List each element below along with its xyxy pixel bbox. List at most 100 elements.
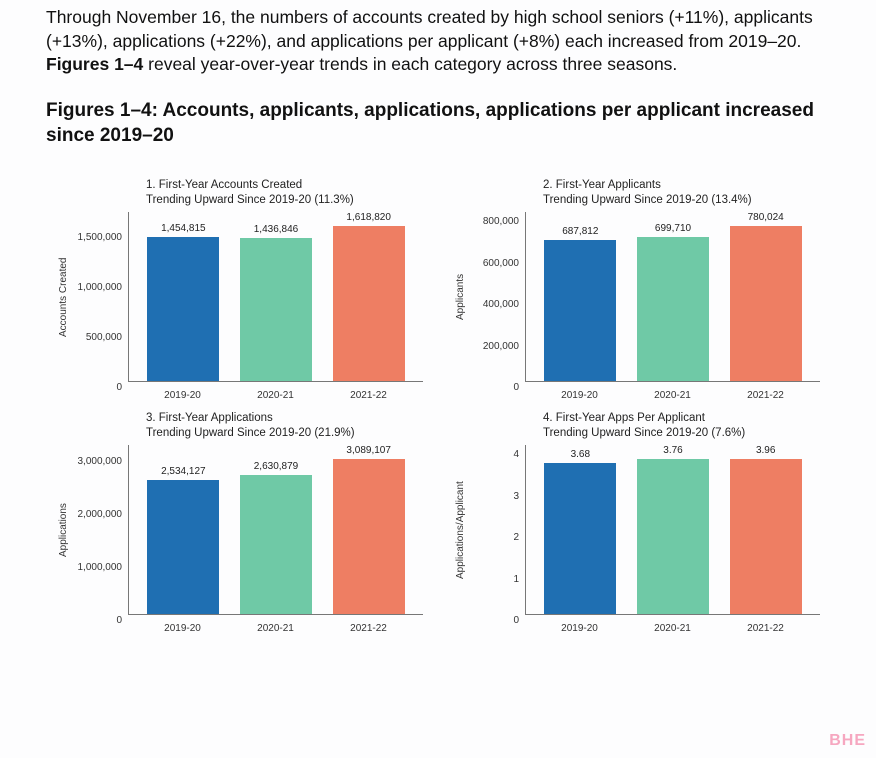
chart-title-line2: Trending Upward Since 2019-20 (13.4%) — [543, 193, 820, 207]
x-axis: 2019-202020-212021-22 — [128, 382, 423, 401]
bar-group: 3.96 — [719, 445, 812, 614]
bar-value-label: 3.76 — [663, 445, 682, 456]
x-tick: 2020-21 — [626, 390, 719, 401]
bar — [544, 240, 616, 382]
bar-value-label: 1,436,846 — [254, 224, 299, 235]
y-axis: 1,500,0001,000,000500,0000 — [70, 212, 128, 382]
chart-title: 2. First-Year ApplicantsTrending Upward … — [543, 178, 820, 208]
bar — [333, 226, 405, 381]
bar — [637, 459, 709, 614]
y-axis-label: Accounts Created — [56, 212, 70, 382]
bar — [730, 226, 802, 381]
bar-value-label: 3.68 — [571, 449, 590, 460]
y-tick: 2,000,000 — [78, 509, 123, 521]
bar-value-label: 780,024 — [748, 212, 784, 223]
bar-value-label: 1,618,820 — [346, 212, 391, 223]
chart-title-line1: 2. First-Year Applicants — [543, 178, 820, 192]
bar-value-label: 3,089,107 — [346, 445, 391, 456]
x-tick: 2019-20 — [533, 623, 626, 634]
bar-group: 1,436,846 — [230, 212, 323, 381]
bar — [637, 237, 709, 381]
bar-group: 780,024 — [719, 212, 812, 381]
plot-area: 3.68 3.76 3.96 — [525, 445, 820, 615]
plot-area: 1,454,815 1,436,846 1,618,820 — [128, 212, 423, 382]
chart-title: 4. First-Year Apps Per ApplicantTrending… — [543, 411, 820, 441]
chart-title-line1: 4. First-Year Apps Per Applicant — [543, 411, 820, 425]
bar-group: 3.68 — [534, 445, 627, 614]
bar — [240, 475, 312, 614]
y-tick: 2 — [513, 532, 519, 544]
bar — [240, 238, 312, 381]
y-tick: 500,000 — [86, 332, 122, 344]
intro-paragraph: Through November 16, the numbers of acco… — [46, 6, 830, 77]
chart-title-line1: 1. First-Year Accounts Created — [146, 178, 423, 192]
bar-group: 699,710 — [627, 212, 720, 381]
y-tick: 200,000 — [483, 341, 519, 353]
intro-post: reveal year-over-year trends in each cat… — [143, 54, 677, 74]
x-tick: 2019-20 — [136, 623, 229, 634]
x-tick: 2020-21 — [229, 390, 322, 401]
x-axis: 2019-202020-212021-22 — [128, 615, 423, 634]
y-tick: 3 — [513, 491, 519, 503]
y-tick: 400,000 — [483, 299, 519, 311]
bar-value-label: 699,710 — [655, 223, 691, 234]
bar — [147, 237, 219, 382]
x-tick: 2021-22 — [322, 623, 415, 634]
bar — [333, 459, 405, 614]
bar-value-label: 687,812 — [562, 226, 598, 237]
plot-area: 2,534,127 2,630,879 3,089,107 — [128, 445, 423, 615]
x-tick: 2021-22 — [719, 623, 812, 634]
y-axis-label: Applicants — [453, 212, 467, 382]
y-tick: 1,000,000 — [78, 562, 123, 574]
y-tick: 800,000 — [483, 216, 519, 228]
y-tick: 4 — [513, 449, 519, 461]
x-tick: 2020-21 — [229, 623, 322, 634]
chart-title-line2: Trending Upward Since 2019-20 (21.9%) — [146, 426, 423, 440]
chart-3: 3. First-Year ApplicationsTrending Upwar… — [56, 411, 423, 634]
y-axis: 3,000,0002,000,0001,000,0000 — [70, 445, 128, 615]
chart-2: 2. First-Year ApplicantsTrending Upward … — [453, 178, 820, 401]
y-tick: 0 — [116, 615, 122, 627]
bar-value-label: 2,630,879 — [254, 461, 299, 472]
y-tick: 3,000,000 — [78, 456, 123, 468]
y-axis: 43210 — [467, 445, 525, 615]
bar-group: 2,630,879 — [230, 445, 323, 614]
chart-4: 4. First-Year Apps Per ApplicantTrending… — [453, 411, 820, 634]
bar-value-label: 1,454,815 — [161, 223, 206, 234]
intro-bold: Figures 1–4 — [46, 54, 143, 74]
bar-value-label: 2,534,127 — [161, 466, 206, 477]
figures-heading: Figures 1–4: Accounts, applicants, appli… — [46, 99, 830, 148]
x-tick: 2019-20 — [533, 390, 626, 401]
bar-value-label: 3.96 — [756, 445, 775, 456]
chart-1: 1. First-Year Accounts CreatedTrending U… — [56, 178, 423, 401]
plot-area: 687,812 699,710 780,024 — [525, 212, 820, 382]
y-axis: 800,000600,000400,000200,0000 — [467, 212, 525, 382]
bar-group: 2,534,127 — [137, 445, 230, 614]
x-tick: 2021-22 — [322, 390, 415, 401]
y-tick: 600,000 — [483, 258, 519, 270]
charts-grid: 1. First-Year Accounts CreatedTrending U… — [46, 160, 830, 634]
bar-group: 3,089,107 — [322, 445, 415, 614]
x-axis: 2019-202020-212021-22 — [525, 615, 820, 634]
x-tick: 2021-22 — [719, 390, 812, 401]
y-tick: 0 — [116, 382, 122, 394]
intro-pre: Through November 16, the numbers of acco… — [46, 7, 813, 51]
y-axis-label: Applications — [56, 445, 70, 615]
y-tick: 0 — [513, 615, 519, 627]
y-tick: 1 — [513, 574, 519, 586]
chart-title-line2: Trending Upward Since 2019-20 (11.3%) — [146, 193, 423, 207]
bar-group: 687,812 — [534, 212, 627, 381]
chart-title: 1. First-Year Accounts CreatedTrending U… — [146, 178, 423, 208]
bar — [147, 480, 219, 614]
y-tick: 1,000,000 — [78, 282, 123, 294]
y-axis-label: Applications/Applicant — [453, 445, 467, 615]
bar-group: 3.76 — [627, 445, 720, 614]
y-tick: 1,500,000 — [78, 232, 123, 244]
x-axis: 2019-202020-212021-22 — [525, 382, 820, 401]
x-tick: 2019-20 — [136, 390, 229, 401]
chart-title-line2: Trending Upward Since 2019-20 (7.6%) — [543, 426, 820, 440]
bar — [544, 463, 616, 615]
x-tick: 2020-21 — [626, 623, 719, 634]
watermark: BHE — [829, 732, 866, 750]
bar-group: 1,618,820 — [322, 212, 415, 381]
